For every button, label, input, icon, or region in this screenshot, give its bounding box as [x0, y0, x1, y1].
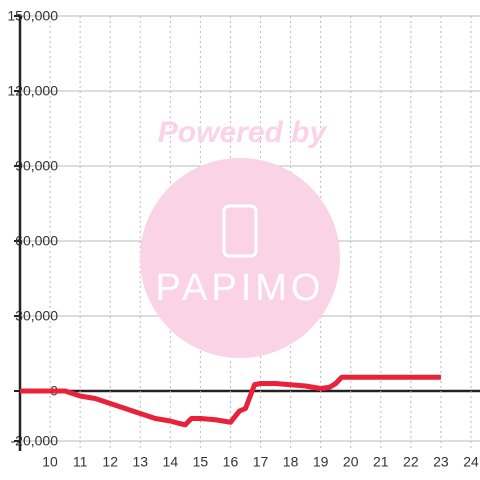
x-tick-label: 15 — [193, 454, 209, 470]
x-tick-label: 18 — [283, 454, 299, 470]
y-tick-label: 30,000 — [15, 308, 58, 324]
watermark: Powered by PAPIMO — [140, 116, 340, 358]
x-tick-label: 19 — [313, 454, 329, 470]
x-tick-label: 20 — [343, 454, 359, 470]
watermark-text: Powered by — [158, 116, 328, 149]
x-tick-label: 12 — [102, 454, 118, 470]
x-tick-label: 14 — [163, 454, 179, 470]
plot: -20,000030,00060,00090,000120,000150,000… — [7, 8, 479, 470]
x-tick-label: 16 — [223, 454, 239, 470]
y-tick-label: 150,000 — [7, 8, 58, 24]
y-tick-label: -20,000 — [11, 433, 59, 449]
y-tick-label: 90,000 — [15, 158, 58, 174]
x-tick-label: 13 — [132, 454, 148, 470]
x-tick-label: 21 — [373, 454, 389, 470]
watermark-logo: PAPIMO — [156, 267, 325, 309]
x-tick-label: 17 — [253, 454, 269, 470]
x-tick-label: 11 — [73, 454, 88, 470]
x-tick-label: 10 — [42, 454, 58, 470]
watermark-circle — [140, 158, 340, 358]
series-line — [20, 374, 441, 428]
x-tick-label: 22 — [403, 454, 419, 470]
watermark-icon — [222, 204, 258, 258]
x-tick-label: 23 — [433, 454, 449, 470]
x-tick-label: 24 — [463, 454, 479, 470]
y-tick-label: 60,000 — [15, 233, 58, 249]
y-tick-label: 120,000 — [7, 83, 58, 99]
